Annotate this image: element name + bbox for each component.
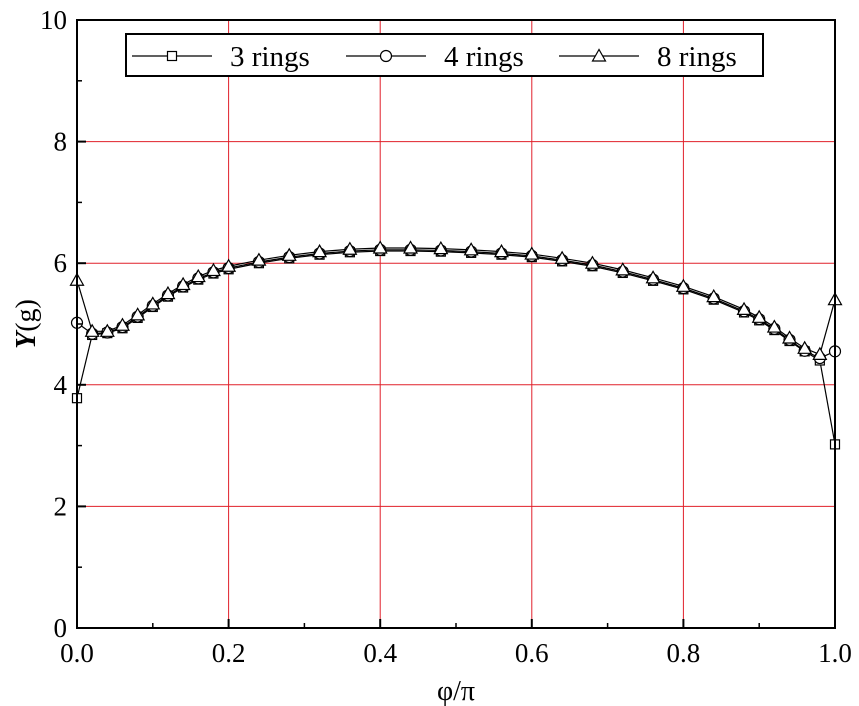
y-tick-label: 6 bbox=[54, 248, 68, 278]
data-point-8-rings bbox=[584, 255, 600, 269]
x-tick-label: 0.8 bbox=[667, 638, 701, 668]
data-point-8-rings bbox=[312, 243, 328, 258]
tick-labels: 0.0 0.2 0.4 0.6 0.8 1.0 0 2 4 6 8 10 bbox=[40, 5, 852, 668]
legend-box bbox=[125, 33, 764, 77]
series-layer bbox=[69, 240, 843, 450]
x-axis-title: φ/π bbox=[437, 676, 475, 706]
y-tick-label: 10 bbox=[40, 5, 67, 35]
data-point-8-rings bbox=[205, 262, 221, 277]
x-tick-label: 1.0 bbox=[818, 638, 852, 668]
legend: 3 rings 4 rings 8 rings bbox=[125, 33, 764, 77]
y-axis-title-symbol: Y bbox=[11, 329, 42, 349]
data-point-8-rings bbox=[812, 346, 828, 360]
data-point-8-rings bbox=[145, 296, 161, 310]
data-point-8-rings bbox=[751, 309, 767, 323]
data-point-8-rings bbox=[797, 340, 813, 354]
data-point-8-rings bbox=[190, 268, 206, 283]
data-point-8-rings bbox=[84, 323, 100, 337]
data-point-8-rings bbox=[615, 262, 631, 276]
data-point-8-rings bbox=[372, 240, 388, 254]
data-point-8-rings bbox=[160, 285, 176, 300]
x-tick-label: 0.2 bbox=[212, 638, 246, 668]
data-point-8-rings bbox=[493, 243, 510, 258]
legend-label-3-rings: 3 rings bbox=[230, 41, 310, 73]
data-point-8-rings bbox=[645, 270, 661, 284]
data-point-8-rings bbox=[130, 307, 146, 321]
legend-label-4-rings: 4 rings bbox=[444, 41, 524, 73]
data-point-8-rings bbox=[342, 241, 358, 255]
plot-frame bbox=[76, 19, 836, 629]
x-tick-label: 0.4 bbox=[363, 638, 397, 668]
legend-label-8-rings: 8 rings bbox=[657, 41, 737, 73]
y-axis-title-unit: (g) bbox=[11, 299, 42, 332]
data-point-8-rings bbox=[433, 240, 449, 255]
data-point-8-rings bbox=[706, 288, 722, 303]
data-point-8-rings bbox=[114, 317, 131, 331]
x-tick-label: 0.0 bbox=[60, 638, 94, 668]
data-point-8-rings bbox=[221, 258, 237, 272]
data-point-8-rings bbox=[736, 301, 752, 316]
data-point-8-rings bbox=[675, 278, 691, 292]
x-tick-label: 0.6 bbox=[515, 638, 549, 668]
grid bbox=[77, 20, 835, 628]
data-point-8-rings bbox=[463, 242, 479, 256]
y-tick-label: 4 bbox=[54, 370, 68, 400]
data-point-8-rings bbox=[766, 319, 782, 333]
y-tick-label: 0 bbox=[54, 613, 68, 643]
data-point-8-rings bbox=[402, 240, 419, 254]
data-point-8-rings bbox=[175, 276, 191, 291]
series-3-rings bbox=[71, 245, 841, 450]
axis-ticks bbox=[76, 19, 836, 629]
y-axis-title: Y(g) bbox=[11, 299, 42, 349]
series-line-4-rings bbox=[76, 249, 836, 359]
data-point-8-rings bbox=[251, 252, 267, 266]
data-point-8-rings bbox=[524, 246, 540, 260]
legend-marker-3-rings bbox=[166, 50, 178, 62]
series-line-8-rings bbox=[76, 247, 836, 356]
series-8-rings bbox=[69, 240, 843, 360]
data-point-8-rings bbox=[281, 247, 297, 261]
data-point-8-rings bbox=[554, 250, 570, 264]
data-point-8-rings bbox=[99, 323, 115, 337]
legend-marker-8-rings bbox=[591, 48, 607, 62]
legend-marker-4-rings bbox=[379, 49, 393, 63]
y-tick-label: 2 bbox=[54, 491, 68, 521]
series-line-3-rings bbox=[76, 250, 836, 445]
data-point-8-rings bbox=[781, 330, 798, 344]
y-tick-label: 8 bbox=[54, 127, 68, 157]
